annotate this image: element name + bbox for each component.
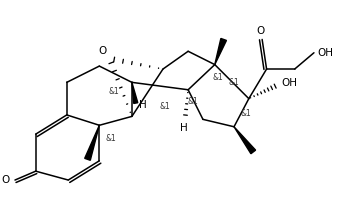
Polygon shape: [215, 38, 226, 65]
Text: OH: OH: [281, 78, 297, 88]
Text: &1: &1: [106, 134, 117, 143]
Text: &1: &1: [187, 97, 198, 106]
Text: O: O: [256, 26, 265, 36]
Text: &1: &1: [241, 109, 251, 118]
Text: &1: &1: [109, 87, 120, 96]
Polygon shape: [234, 127, 255, 154]
Text: O: O: [1, 175, 10, 185]
Text: &1: &1: [212, 73, 223, 82]
Text: O: O: [98, 46, 106, 56]
Polygon shape: [132, 82, 138, 104]
Text: &1: &1: [159, 102, 170, 111]
Text: OH: OH: [317, 48, 334, 58]
Text: H: H: [180, 123, 188, 133]
Polygon shape: [85, 125, 99, 160]
Text: &1: &1: [228, 78, 239, 87]
Text: H: H: [139, 100, 147, 110]
